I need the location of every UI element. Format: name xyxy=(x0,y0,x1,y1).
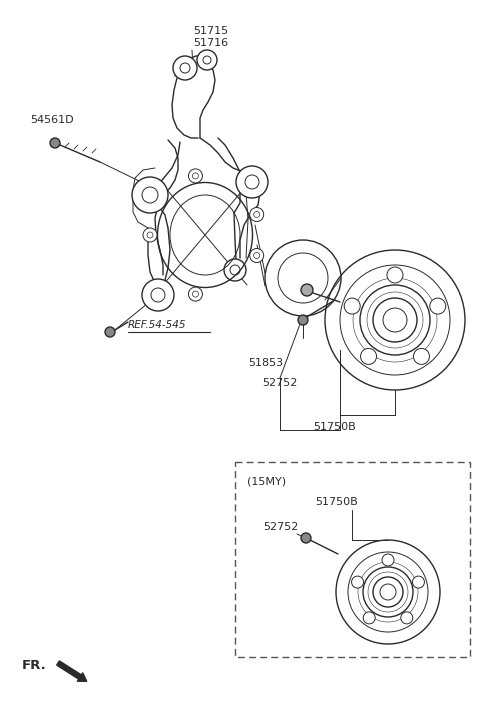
Circle shape xyxy=(298,315,308,325)
Circle shape xyxy=(224,259,246,281)
Circle shape xyxy=(50,138,60,148)
Circle shape xyxy=(189,169,203,183)
Text: FR.: FR. xyxy=(22,659,47,672)
Circle shape xyxy=(236,166,268,198)
Circle shape xyxy=(142,279,174,311)
Circle shape xyxy=(363,612,375,624)
Text: REF.54-545: REF.54-545 xyxy=(128,320,187,330)
Circle shape xyxy=(197,50,217,70)
Circle shape xyxy=(105,327,115,337)
Text: 52752: 52752 xyxy=(262,378,298,388)
Circle shape xyxy=(382,554,394,566)
Circle shape xyxy=(250,249,264,262)
Circle shape xyxy=(413,349,430,365)
Circle shape xyxy=(430,298,446,314)
Circle shape xyxy=(173,56,197,80)
Text: 54561D: 54561D xyxy=(30,115,73,125)
Circle shape xyxy=(360,349,376,365)
Circle shape xyxy=(351,576,363,588)
Circle shape xyxy=(143,228,157,242)
Text: 51750B: 51750B xyxy=(313,422,356,432)
Text: 52752: 52752 xyxy=(263,522,299,532)
Circle shape xyxy=(387,267,403,283)
FancyArrow shape xyxy=(57,661,87,682)
Text: 51715: 51715 xyxy=(193,26,228,36)
Circle shape xyxy=(401,612,413,624)
Circle shape xyxy=(189,287,203,301)
Text: 51716: 51716 xyxy=(193,38,228,48)
Text: 51853: 51853 xyxy=(248,358,283,368)
Circle shape xyxy=(301,284,313,296)
Text: 51750B: 51750B xyxy=(315,497,358,507)
Circle shape xyxy=(250,208,264,221)
Circle shape xyxy=(344,298,360,314)
Text: (15MY): (15MY) xyxy=(247,476,286,486)
Circle shape xyxy=(301,533,311,543)
Circle shape xyxy=(412,576,424,588)
Circle shape xyxy=(132,177,168,213)
